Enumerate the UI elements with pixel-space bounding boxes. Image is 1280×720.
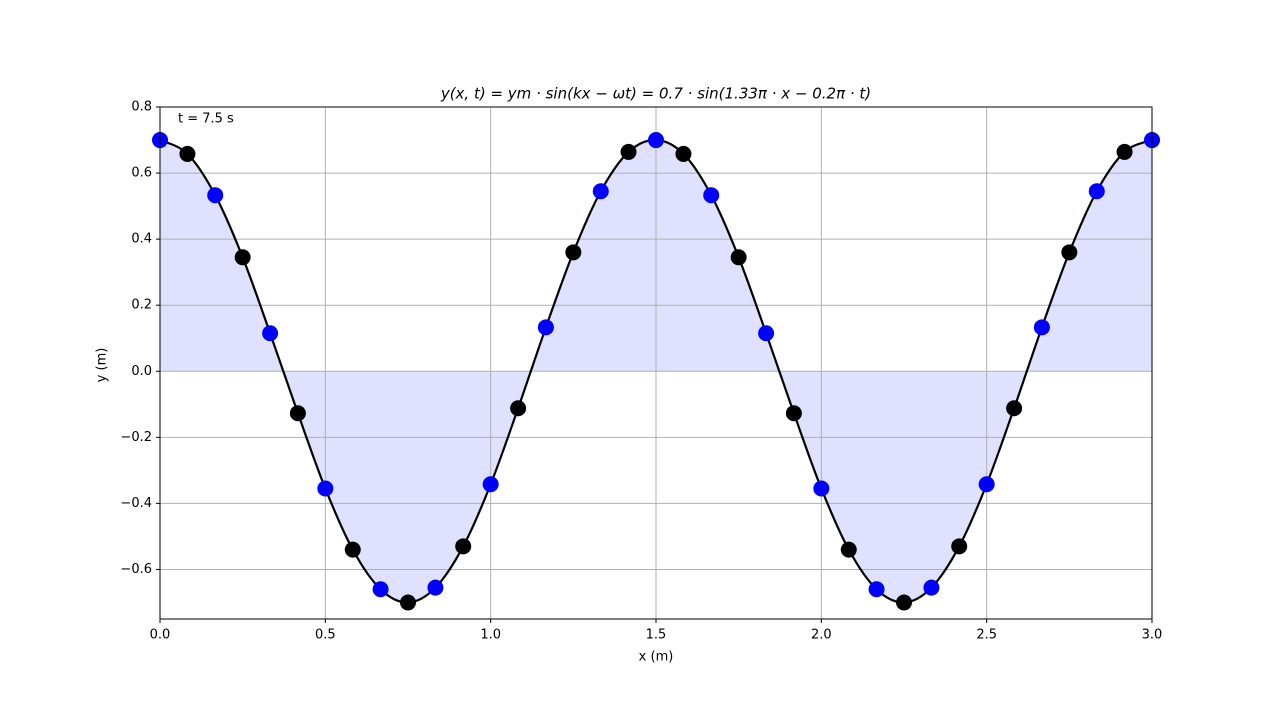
marker [179,145,196,162]
marker [620,143,637,160]
marker [648,132,664,149]
y-tick-label: −0.2 [120,430,152,445]
marker [951,538,968,555]
x-tick-label: 2.5 [976,628,997,643]
marker [896,594,912,611]
marker [565,244,582,261]
marker [262,325,279,342]
marker [868,581,885,598]
marker [1061,244,1078,261]
marker [813,480,830,497]
marker [317,480,334,497]
marker [510,400,527,417]
marker [978,476,995,493]
marker [730,249,747,266]
marker [427,579,444,596]
x-tick-label: 0.0 [150,628,171,643]
marker [592,183,609,200]
plot-frame [159,106,1153,620]
marker [758,325,775,342]
x-tick-label: 0.5 [315,628,336,643]
marker [537,319,554,336]
y-tick-label: −0.6 [120,562,152,577]
y-tick-label: 0.2 [131,298,152,313]
x-tick-label: 1.0 [480,628,501,643]
annotation: t = 7.5 s [178,112,234,127]
marker [482,476,499,493]
marker [400,594,416,611]
chart-title: y(x, t) = ym · sin(kx − ωt) = 0.7 · sin(… [440,85,871,103]
marker [675,145,692,162]
marker [234,249,251,266]
marker [703,187,720,204]
marker [923,579,940,596]
y-tick-label: −0.4 [120,496,152,511]
marker [455,538,472,555]
marker [1088,183,1105,200]
marker [1006,400,1023,417]
x-tick-label: 2.0 [811,628,832,643]
marker [372,581,389,598]
x-axis-label: x (m) [639,650,674,665]
marker [207,187,224,204]
x-tick-label: 3.0 [1142,628,1163,643]
marker [1033,319,1050,336]
marker [785,405,802,422]
y-tick-label: 0.6 [131,166,152,181]
x-tick-label: 1.5 [646,628,667,643]
y-tick-label: 0.0 [131,364,152,379]
marker [289,405,306,422]
marker [1116,143,1133,160]
y-tick-label: 0.8 [131,100,152,115]
marker [840,541,857,558]
y-axis-label: y (m) [95,348,110,383]
y-tick-label: 0.4 [131,232,152,247]
marker [344,541,361,558]
